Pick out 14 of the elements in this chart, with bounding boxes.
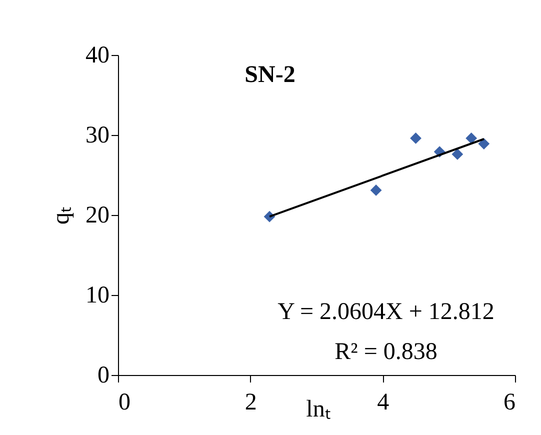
x-tick-label: 6: [504, 390, 516, 416]
y-tick-label: 40: [86, 42, 110, 68]
x-tick-label: 0: [118, 390, 130, 416]
x-axis-title: lnₜ: [306, 396, 331, 422]
x-tick-label: 4: [377, 390, 390, 416]
y-tick-label: 10: [86, 282, 110, 308]
y-tick-label: 30: [86, 122, 110, 148]
annotation: R² = 0.838: [334, 339, 438, 365]
y-tick-label: 0: [98, 362, 110, 388]
annotation: Y = 2.0604X + 12.812: [278, 299, 494, 325]
chart-title: SN-2: [244, 62, 296, 88]
y-axis-title: qₜ: [48, 206, 74, 224]
y-tick-label: 20: [86, 202, 110, 228]
x-tick-label: 2: [244, 390, 257, 416]
